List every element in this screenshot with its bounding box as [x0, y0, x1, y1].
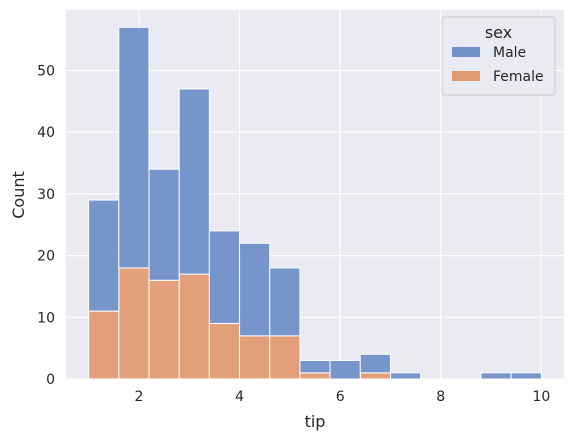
bar-male-bin-10: [389, 372, 422, 380]
bar-female-bin-6: [269, 335, 301, 380]
x-tick-label: 10: [532, 389, 550, 405]
histogram-bars: [88, 26, 542, 380]
tick-labels: 2 4 6 8 10 0 10 20 30 40 50: [37, 63, 550, 405]
bar-male-bin-0: [88, 199, 120, 312]
bar-male-bin-9: [359, 353, 391, 374]
bar-female-bin-9: [359, 372, 391, 380]
y-tick-label: 10: [37, 310, 55, 326]
bar-male-bin-4: [208, 230, 241, 324]
bar-male-bin-8: [329, 359, 361, 380]
bar-male-bin-1: [118, 26, 150, 269]
y-axis-label: Count: [9, 171, 28, 219]
bar-male-bin-5: [239, 242, 271, 337]
legend-label-female: Female: [493, 69, 544, 85]
x-tick-label: 2: [134, 389, 143, 405]
bar-male-bin-13: [480, 372, 512, 380]
y-tick-label: 20: [37, 249, 55, 265]
x-tick-label: 6: [336, 389, 345, 405]
bar-female-bin-4: [208, 322, 241, 380]
bar-female-bin-0: [88, 310, 120, 380]
bar-female-bin-1: [118, 267, 150, 380]
x-tick-label: 8: [436, 389, 445, 405]
bar-male-bin-7: [299, 359, 331, 374]
y-tick-label: 0: [46, 372, 55, 388]
bar-male-bin-6: [269, 267, 301, 337]
bar-female-bin-7: [299, 372, 331, 380]
bar-female-bin-3: [178, 273, 210, 380]
legend: sex Male Female: [441, 16, 556, 96]
y-tick-label: 30: [37, 187, 55, 203]
y-tick-label: 40: [37, 125, 55, 141]
legend-swatch-male: [452, 47, 480, 57]
bar-male-bin-14: [510, 372, 542, 380]
bar-female-bin-2: [148, 279, 180, 380]
legend-title: sex: [485, 23, 512, 42]
y-tick-label: 50: [37, 63, 55, 79]
legend-label-male: Male: [493, 45, 526, 61]
x-axis-label: tip: [305, 412, 326, 431]
bar-female-bin-5: [239, 335, 271, 380]
bar-male-bin-2: [148, 168, 180, 281]
bar-male-bin-3: [178, 88, 210, 275]
x-tick-label: 4: [235, 389, 244, 405]
legend-swatch-female: [452, 71, 480, 81]
